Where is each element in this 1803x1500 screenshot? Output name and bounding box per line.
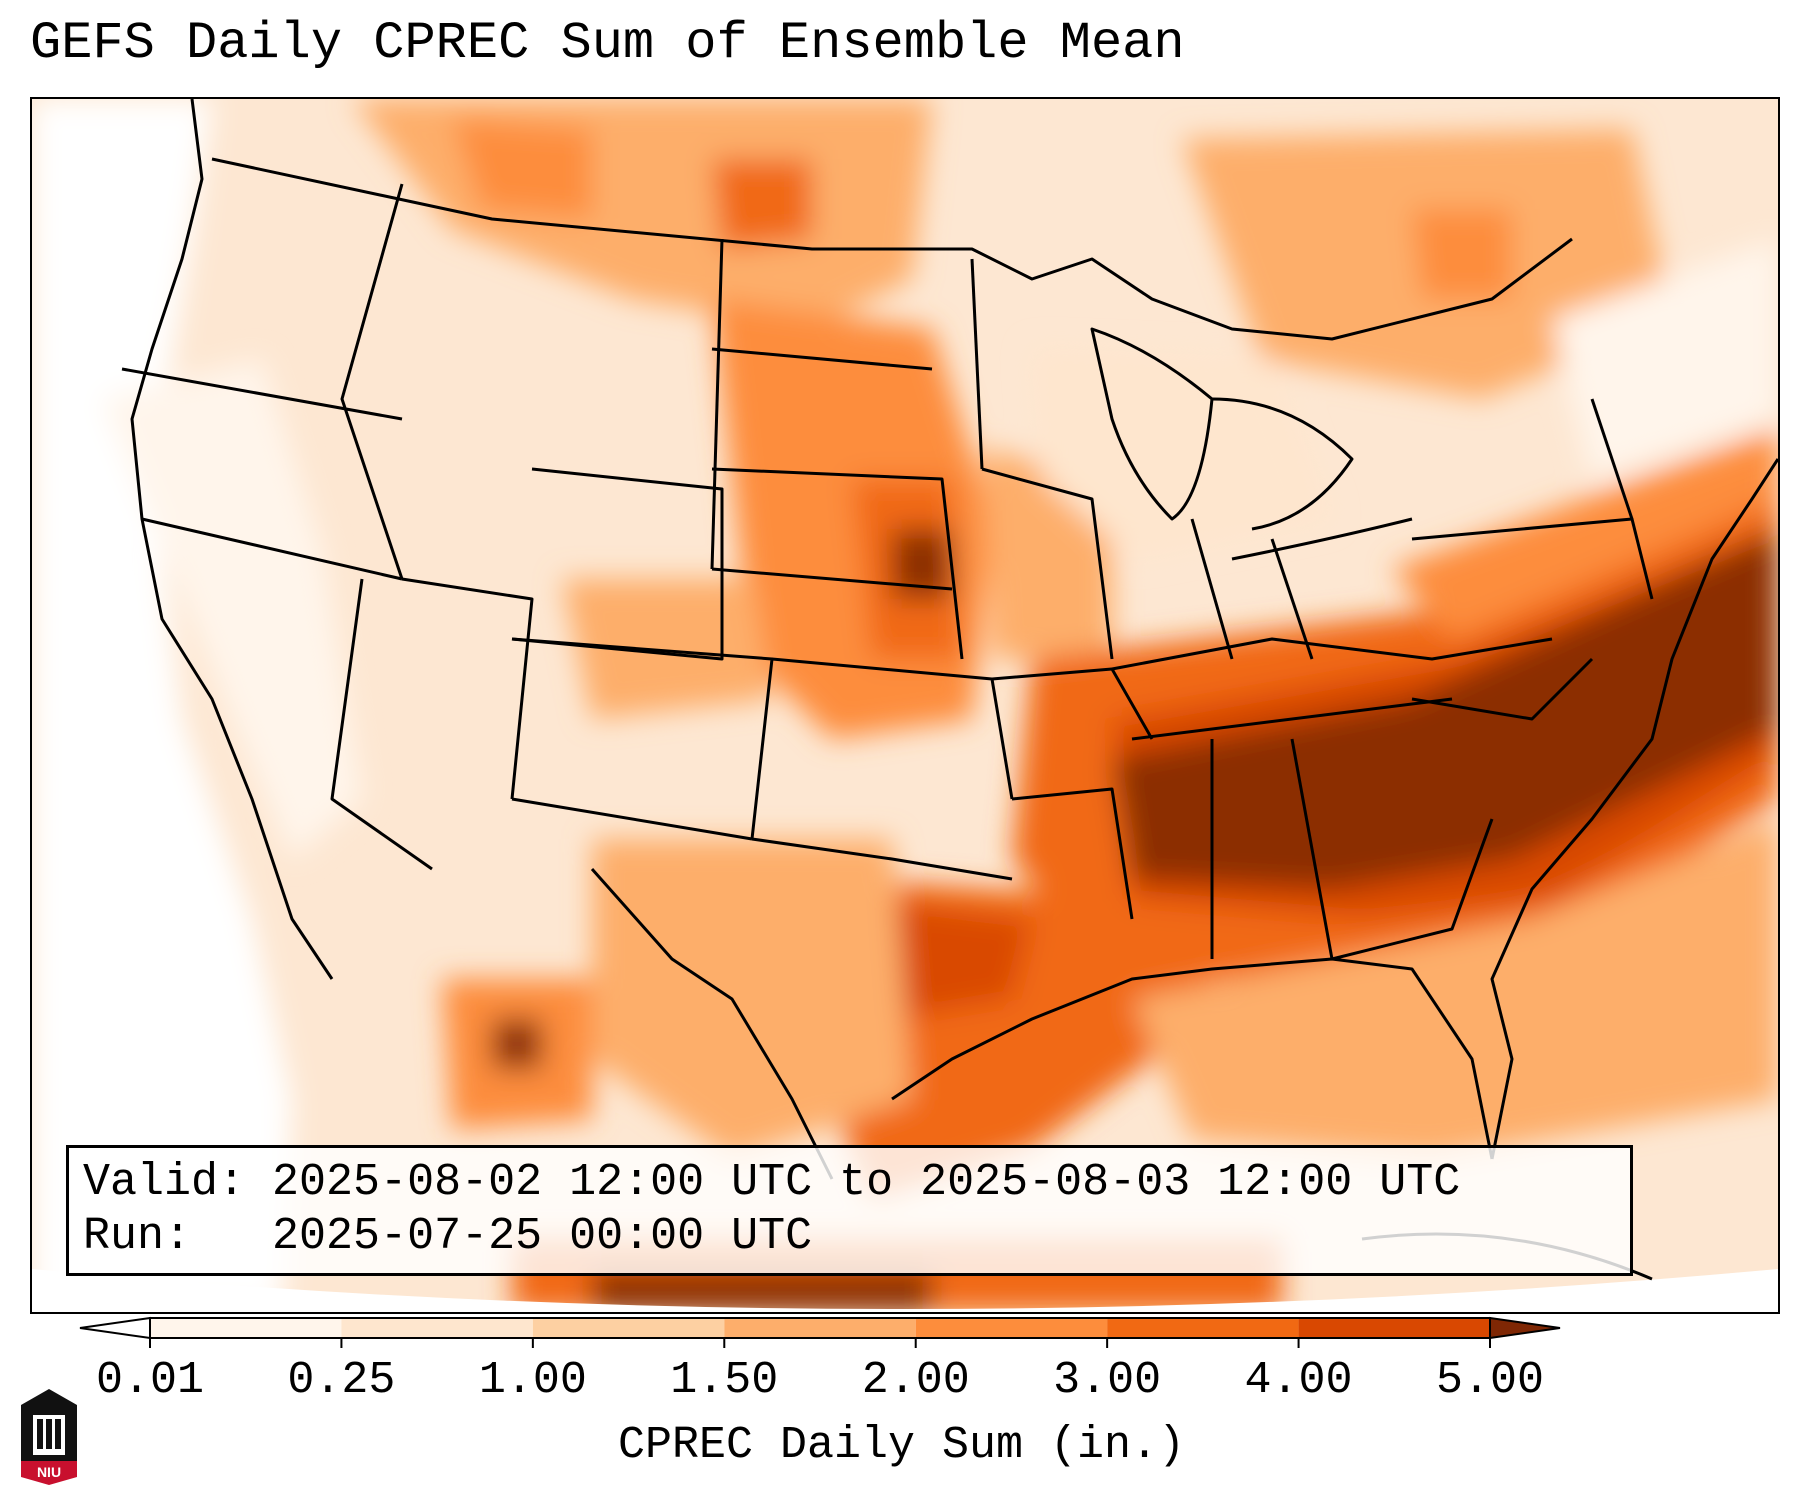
colorbar-segment [532,1318,725,1338]
niu-logo: NIU [21,1389,77,1485]
state-line-new-england [1590,398,1634,520]
precip-map [30,97,1780,1314]
boundaries [121,99,1778,1281]
state-line-nv-ca [330,578,433,871]
state-line-sd-ne [711,467,964,660]
colorbar-tick-label: 1.50 [670,1355,779,1406]
colorbar-ticks [149,1338,1491,1348]
valid-text: 2025-08-02 12:00 UTC to 2025-08-03 12:00… [272,1157,1461,1208]
colorbar [79,1316,1561,1348]
state-line-tn-ky [1111,637,1553,671]
state-line-co-nm [511,637,774,840]
state-line-id [340,183,404,580]
valid-label: Valid: [83,1157,246,1208]
run-line: Run: 2025-07-25 00:00 UTC [83,1210,1630,1264]
colorbar-tick-label: 4.00 [1244,1355,1353,1406]
colorbar-tick-label: 0.25 [287,1355,396,1406]
colorbar-segment [1298,1318,1490,1338]
canada-us-border [211,157,1573,341]
colorbar-segment [915,1318,1108,1338]
precip-area-great-basin [102,359,362,859]
colorbar-tick-label: 3.00 [1053,1355,1162,1406]
colorbar-border [149,1317,1491,1339]
state-line-ut [401,577,534,800]
colorbar-tick-label: 0.01 [95,1355,205,1406]
colorbar-segment [1107,1318,1299,1338]
state-line-oh-pa [1270,538,1314,660]
state-line-tx-ok [751,837,1013,881]
precip-area-plains-peak [892,529,952,599]
state-line-ar-la [1011,787,1134,920]
state-line-ia [981,467,1114,660]
run-label: Run: [83,1211,192,1262]
precip-area-caribbean-peak [592,1269,932,1312]
precip-area-gulf-heavy [862,899,1032,1019]
state-line-al-ga [1290,738,1334,960]
map-svg [32,99,1778,1312]
logo-text: NIU [37,1464,61,1480]
state-line-in-oh [1190,518,1234,660]
state-line-tn-south [1131,697,1453,741]
precip-area-atlantic [1132,819,1778,1159]
state-line-ga-fl [1331,818,1494,961]
map-title: GEFS Daily CPREC Sum of Ensemble Mean [30,14,1185,73]
west-coastline [130,99,334,980]
texas-mexico-border [590,868,834,1180]
state-line-or-wa [121,367,403,421]
state-line-mn [970,258,984,470]
precip-area-west-dry [32,99,292,1312]
colorbar-tick-label: 2.00 [861,1355,970,1406]
lake-huron [1211,397,1354,531]
colorbar-segment [341,1318,533,1338]
colorbar-tick-label: 5.00 [1435,1355,1545,1406]
logo-roof [21,1389,77,1405]
state-line-az-nm [511,797,753,841]
precip-area-prairie-peak [712,159,812,249]
precip-area-prairie-core [452,119,592,219]
state-line-sc-nc [1411,657,1594,721]
projection-edge [32,1269,1778,1312]
precip-area-ontario-core [1412,209,1512,299]
state-line-mt-dakotas [710,238,724,570]
lake-erie [1231,517,1413,561]
precip-field [32,99,1778,1312]
state-line-nd-sd [711,347,933,371]
atlantic-coastline [1490,458,1778,1160]
logo-banner [21,1461,77,1485]
colorbar-over-arrow [1489,1316,1561,1340]
state-line-ca-or [141,517,403,581]
state-line-wy [511,467,724,661]
precip-area-mexico-peak [492,1019,542,1069]
colorbar-segment [150,1318,342,1338]
gulf-coastline [891,957,1494,1160]
colorbar-label: CPREC Daily Sum (in.) [617,1420,1186,1471]
colorbar-tick-label: 1.00 [478,1355,587,1406]
run-text: 2025-07-25 00:00 UTC [272,1211,813,1262]
precip-area-new-england [1552,239,1778,479]
colorbar-segment [724,1318,916,1338]
precip-area-texas [592,839,912,1159]
valid-line: Valid: 2025-08-02 12:00 UTC to 2025-08-0… [83,1156,1630,1210]
state-line-ne-ks [711,567,953,591]
precip-area-southeast-peak [1112,529,1778,889]
colorbar-segments [79,1316,1561,1340]
lake-michigan [1090,327,1214,521]
colorbar-under-arrow [79,1316,151,1340]
precip-area-colorado [562,579,772,719]
precip-area-mid-atlantic [1392,429,1778,639]
valid-run-box: Valid: 2025-08-02 12:00 UTC to 2025-08-0… [66,1145,1633,1276]
